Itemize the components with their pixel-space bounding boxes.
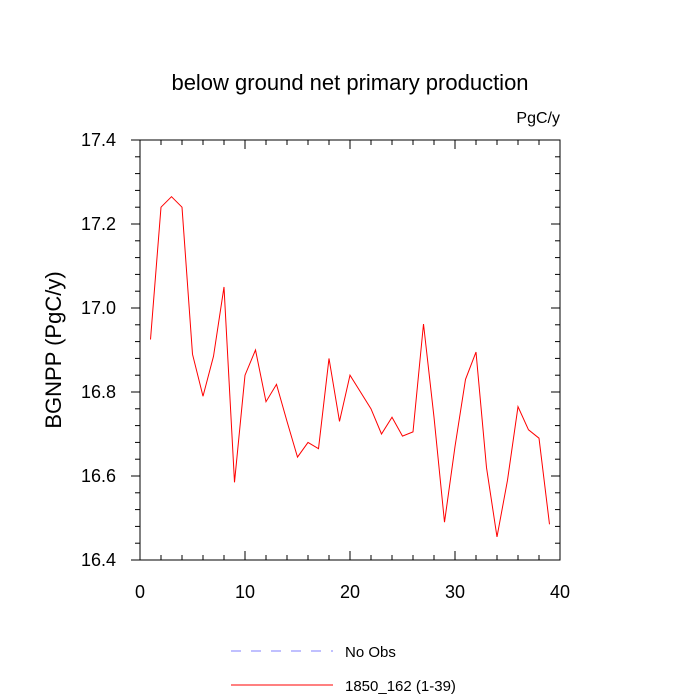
series-line [150, 195, 550, 537]
legend-label: 1850_162 (1-39) [345, 678, 456, 695]
y-tick-label: 16.4 [81, 550, 116, 570]
legend: No Obs 1850_162 (1-39) [231, 644, 456, 695]
chart-title: below ground net primary production [171, 70, 528, 95]
plot-frame [139, 139, 561, 561]
y-tick-label: 16.6 [81, 466, 116, 486]
x-tick-label: 20 [340, 582, 360, 602]
y-tick-label: 17.0 [81, 298, 116, 318]
y-axis-label: BGNPP (PgC/y) [41, 271, 66, 428]
x-tick-label: 40 [550, 582, 570, 602]
series-layer [150, 195, 550, 537]
y-tick-label: 17.2 [81, 214, 116, 234]
x-tick-label: 10 [235, 582, 255, 602]
x-tick-label: 0 [135, 582, 145, 602]
axis-ticks: 0 10 20 30 40 16.4 16.6 16.8 17.0 17.2 17.4 [81, 130, 570, 602]
y-tick-label: 16.8 [81, 382, 116, 402]
units-label: PgC/y [516, 110, 560, 127]
y-tick-label: 17.4 [81, 130, 116, 150]
x-tick-label: 30 [445, 582, 465, 602]
legend-label: No Obs [345, 644, 396, 661]
